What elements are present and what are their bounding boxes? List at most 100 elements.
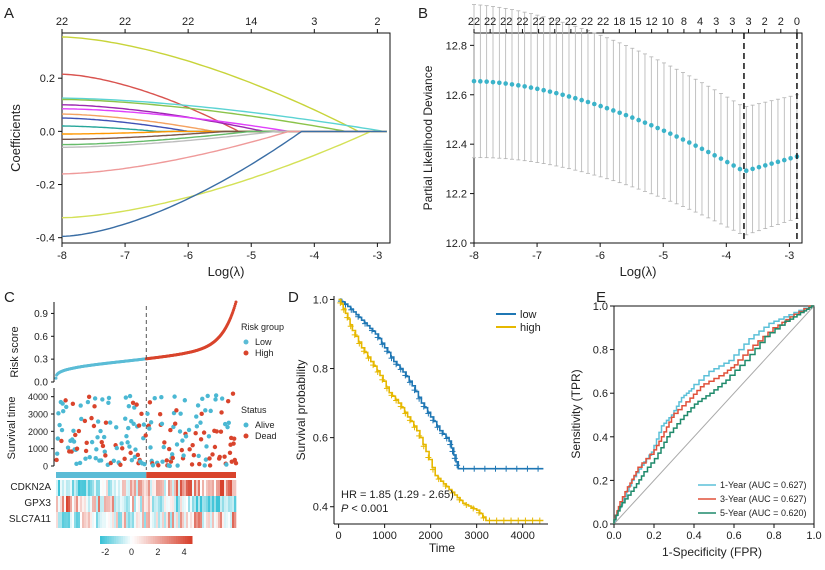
heat-cell <box>94 512 97 528</box>
heat-cell <box>130 512 133 528</box>
heat-cell <box>224 512 227 528</box>
heat-cell <box>118 496 121 512</box>
heat-cell <box>60 512 63 528</box>
colorbar-tick-label: 4 <box>182 547 187 557</box>
e-frame <box>613 305 815 525</box>
panel-b-yticks: 12.0 12.2 12.4 12.6 12.8 <box>446 40 474 250</box>
heat-cell <box>98 480 101 496</box>
heat-cell <box>174 480 177 496</box>
heat-cell <box>180 496 183 512</box>
heat-cell <box>218 480 221 496</box>
alive-point <box>133 447 138 452</box>
dead-point <box>190 442 195 448</box>
heat-cell <box>144 512 147 528</box>
heat-cell <box>114 496 117 512</box>
cv-point <box>724 159 730 165</box>
x-tick-label: 0.8 <box>766 530 781 542</box>
risk-y-tick-label: 0.6 <box>34 332 48 343</box>
dead-point <box>76 428 82 434</box>
colorbar-cell <box>141 536 145 544</box>
cv-point <box>674 134 679 139</box>
dead-point <box>162 440 167 445</box>
alive-point <box>101 434 107 440</box>
alive-point <box>167 463 172 469</box>
heat-cell <box>184 512 187 528</box>
alive-point <box>150 463 156 468</box>
top-tick-label: 2 <box>778 16 784 28</box>
heat-cell <box>60 480 63 496</box>
heat-cell <box>78 512 81 528</box>
legend-low-label: low <box>520 309 537 321</box>
y-tick-label: 0.0 <box>40 126 55 138</box>
risk-legend-low: Low <box>255 337 272 347</box>
top-tick-label: 3 <box>311 16 317 28</box>
coef-line-coef5 <box>62 104 387 133</box>
heat-cell <box>196 512 199 528</box>
y-tick-label: 0.2 <box>593 475 608 487</box>
roc-curve-1yr <box>613 305 814 524</box>
dead-point <box>187 447 192 452</box>
alive-point <box>95 435 100 440</box>
colorbar-cell <box>123 536 126 544</box>
heat-cell <box>76 496 79 512</box>
colorbar-cell <box>143 536 147 544</box>
alive-point <box>194 414 199 419</box>
dead-point <box>210 452 215 457</box>
dead-point <box>222 454 227 459</box>
alive-point <box>55 436 61 441</box>
panel-a-letter: A <box>4 5 14 22</box>
heat-cell <box>202 496 205 512</box>
heat-cell <box>200 496 203 512</box>
heat-cell <box>188 496 191 512</box>
dead-point <box>83 448 89 454</box>
panel-b-cv-curve <box>471 4 800 243</box>
top-tick-label: 22 <box>532 16 544 28</box>
top-tick-label: 0 <box>794 16 800 28</box>
heat-cell <box>170 512 173 528</box>
heat-cell <box>114 512 117 528</box>
heat-cell <box>212 512 215 528</box>
heat-cell <box>172 480 175 496</box>
cv-point <box>762 163 768 168</box>
heat-cell <box>222 496 225 512</box>
gene-label-1: CDKN2A <box>10 482 51 493</box>
cv-point <box>750 166 755 172</box>
x-tick-label: 0.0 <box>606 530 621 542</box>
heat-cell <box>74 512 77 528</box>
heat-cell <box>90 480 93 496</box>
heat-cell <box>218 496 221 512</box>
heat-cell <box>64 512 67 528</box>
heat-cell <box>150 512 153 528</box>
status-legend-dead: Dead <box>255 431 277 441</box>
heat-cell <box>64 496 67 512</box>
dead-point <box>189 462 195 467</box>
heat-cell <box>92 496 95 512</box>
alive-point <box>203 408 208 413</box>
top-tick-label: 3 <box>713 16 719 28</box>
heat-cell <box>214 480 217 496</box>
heat-cell <box>110 480 113 496</box>
alive-point <box>159 421 165 426</box>
cv-point <box>781 157 787 163</box>
alive-point <box>65 445 71 450</box>
colorbar-cell <box>150 536 154 544</box>
panel-c-survival-plot: 0 1000 2000 3000 4000 <box>28 388 239 472</box>
heat-cell <box>156 512 159 528</box>
heat-cell <box>170 480 173 496</box>
alive-point <box>147 426 152 431</box>
heat-cell <box>158 496 161 512</box>
alive-point <box>57 422 62 428</box>
heat-cell <box>230 480 233 496</box>
alive-point <box>94 447 99 452</box>
risk-legend-title: Risk group <box>241 322 284 332</box>
x-tick-label: 4000 <box>510 530 534 542</box>
panel-c-letter: C <box>4 289 15 306</box>
alive-point <box>107 420 113 425</box>
gene-label-3: SLC7A11 <box>9 514 52 525</box>
heat-cell <box>202 512 205 528</box>
heat-cell <box>126 496 129 512</box>
heat-cell <box>178 496 181 512</box>
heat-cell <box>234 512 237 528</box>
heat-cell <box>224 480 227 496</box>
alive-point <box>224 462 229 467</box>
